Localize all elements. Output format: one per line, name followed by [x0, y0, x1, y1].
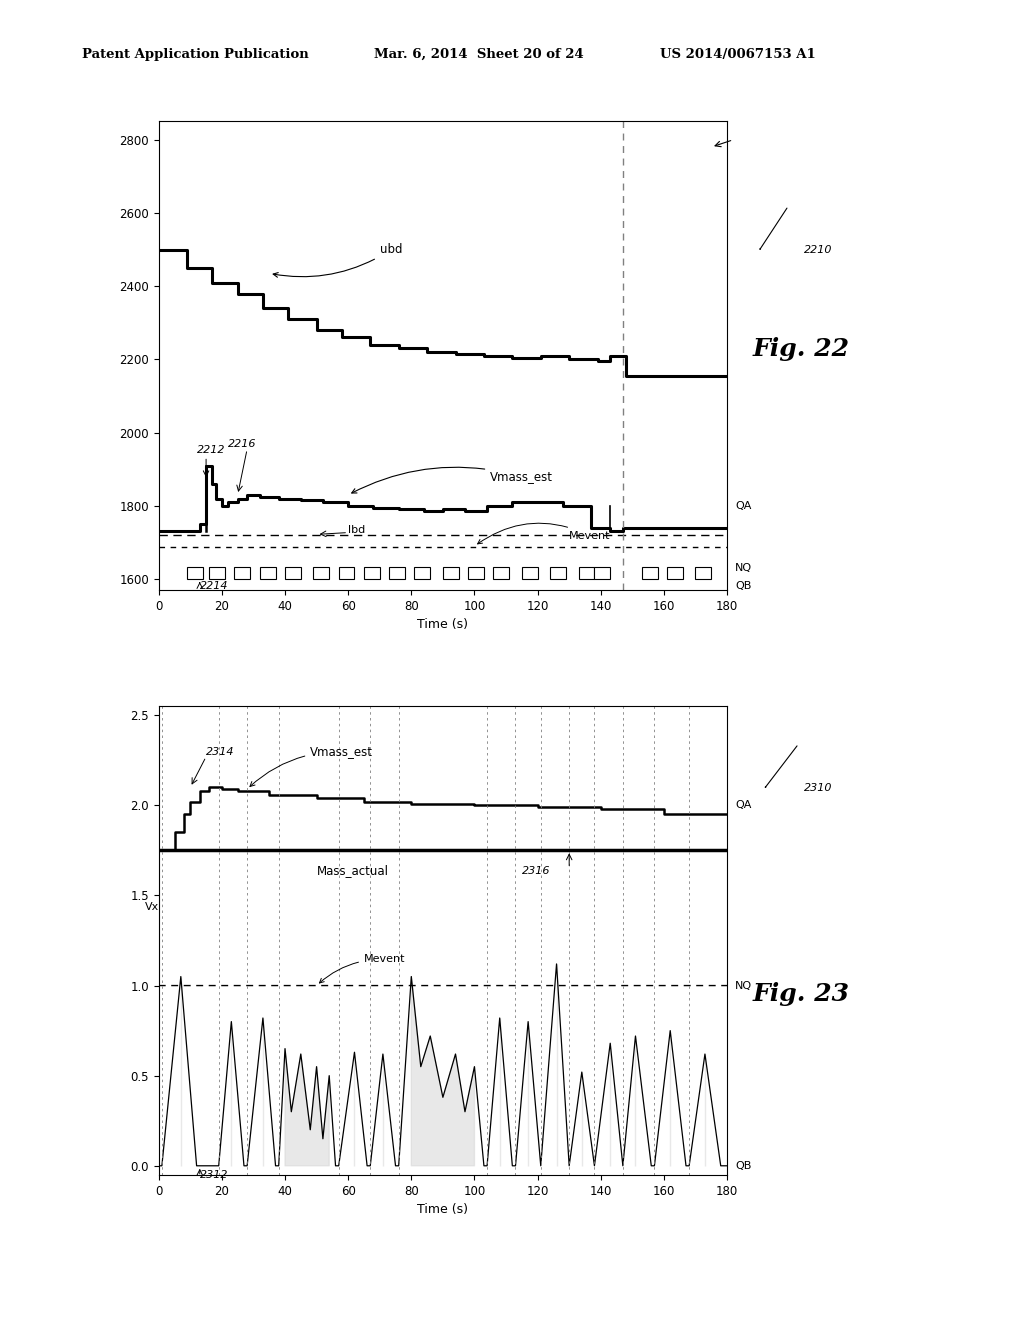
Bar [234, 568, 250, 579]
Text: QB: QB [735, 581, 752, 591]
Text: NQ: NQ [735, 564, 753, 573]
Text: QB: QB [735, 1160, 752, 1171]
Text: Mar. 6, 2014  Sheet 20 of 24: Mar. 6, 2014 Sheet 20 of 24 [374, 48, 584, 61]
Text: 2216: 2216 [228, 440, 257, 449]
Text: 2210: 2210 [804, 244, 833, 255]
Text: Vx: Vx [144, 902, 159, 912]
Bar [522, 568, 538, 579]
Bar [415, 568, 430, 579]
Bar [389, 568, 406, 579]
Bar [364, 568, 380, 579]
Text: Vmass_est: Vmass_est [351, 467, 553, 492]
Text: Mevent: Mevent [319, 954, 406, 983]
Text: 2316: 2316 [522, 866, 550, 875]
Text: lbd: lbd [348, 524, 366, 535]
Bar [695, 568, 712, 579]
Bar [594, 568, 610, 579]
Bar [642, 568, 657, 579]
Bar [209, 568, 225, 579]
X-axis label: Time (s): Time (s) [418, 1203, 468, 1216]
X-axis label: Time (s): Time (s) [418, 618, 468, 631]
Text: NQ: NQ [735, 981, 753, 990]
Bar [260, 568, 275, 579]
Text: ubd: ubd [273, 243, 402, 277]
Bar [667, 568, 683, 579]
Text: Fig. 23: Fig. 23 [753, 982, 850, 1006]
Bar [339, 568, 354, 579]
Bar [187, 568, 203, 579]
Text: Vmass_est: Vmass_est [250, 744, 374, 787]
Text: Mass_actual: Mass_actual [316, 863, 388, 876]
Text: US 2014/0067153 A1: US 2014/0067153 A1 [660, 48, 816, 61]
Text: 2312: 2312 [200, 1171, 228, 1180]
Text: QA: QA [735, 800, 752, 810]
Bar [579, 568, 594, 579]
Text: 2214: 2214 [200, 581, 228, 591]
Bar [313, 568, 330, 579]
Text: Mevent: Mevent [477, 523, 610, 544]
Bar [468, 568, 484, 579]
Text: 2212: 2212 [197, 445, 225, 455]
Text: Patent Application Publication: Patent Application Publication [82, 48, 308, 61]
Bar [550, 568, 566, 579]
Text: 2310: 2310 [804, 783, 833, 792]
Text: QA: QA [735, 500, 752, 511]
Bar [285, 568, 301, 579]
Bar [442, 568, 459, 579]
Bar [494, 568, 509, 579]
Text: 2314: 2314 [206, 747, 234, 756]
Text: Fig. 22: Fig. 22 [753, 337, 850, 360]
